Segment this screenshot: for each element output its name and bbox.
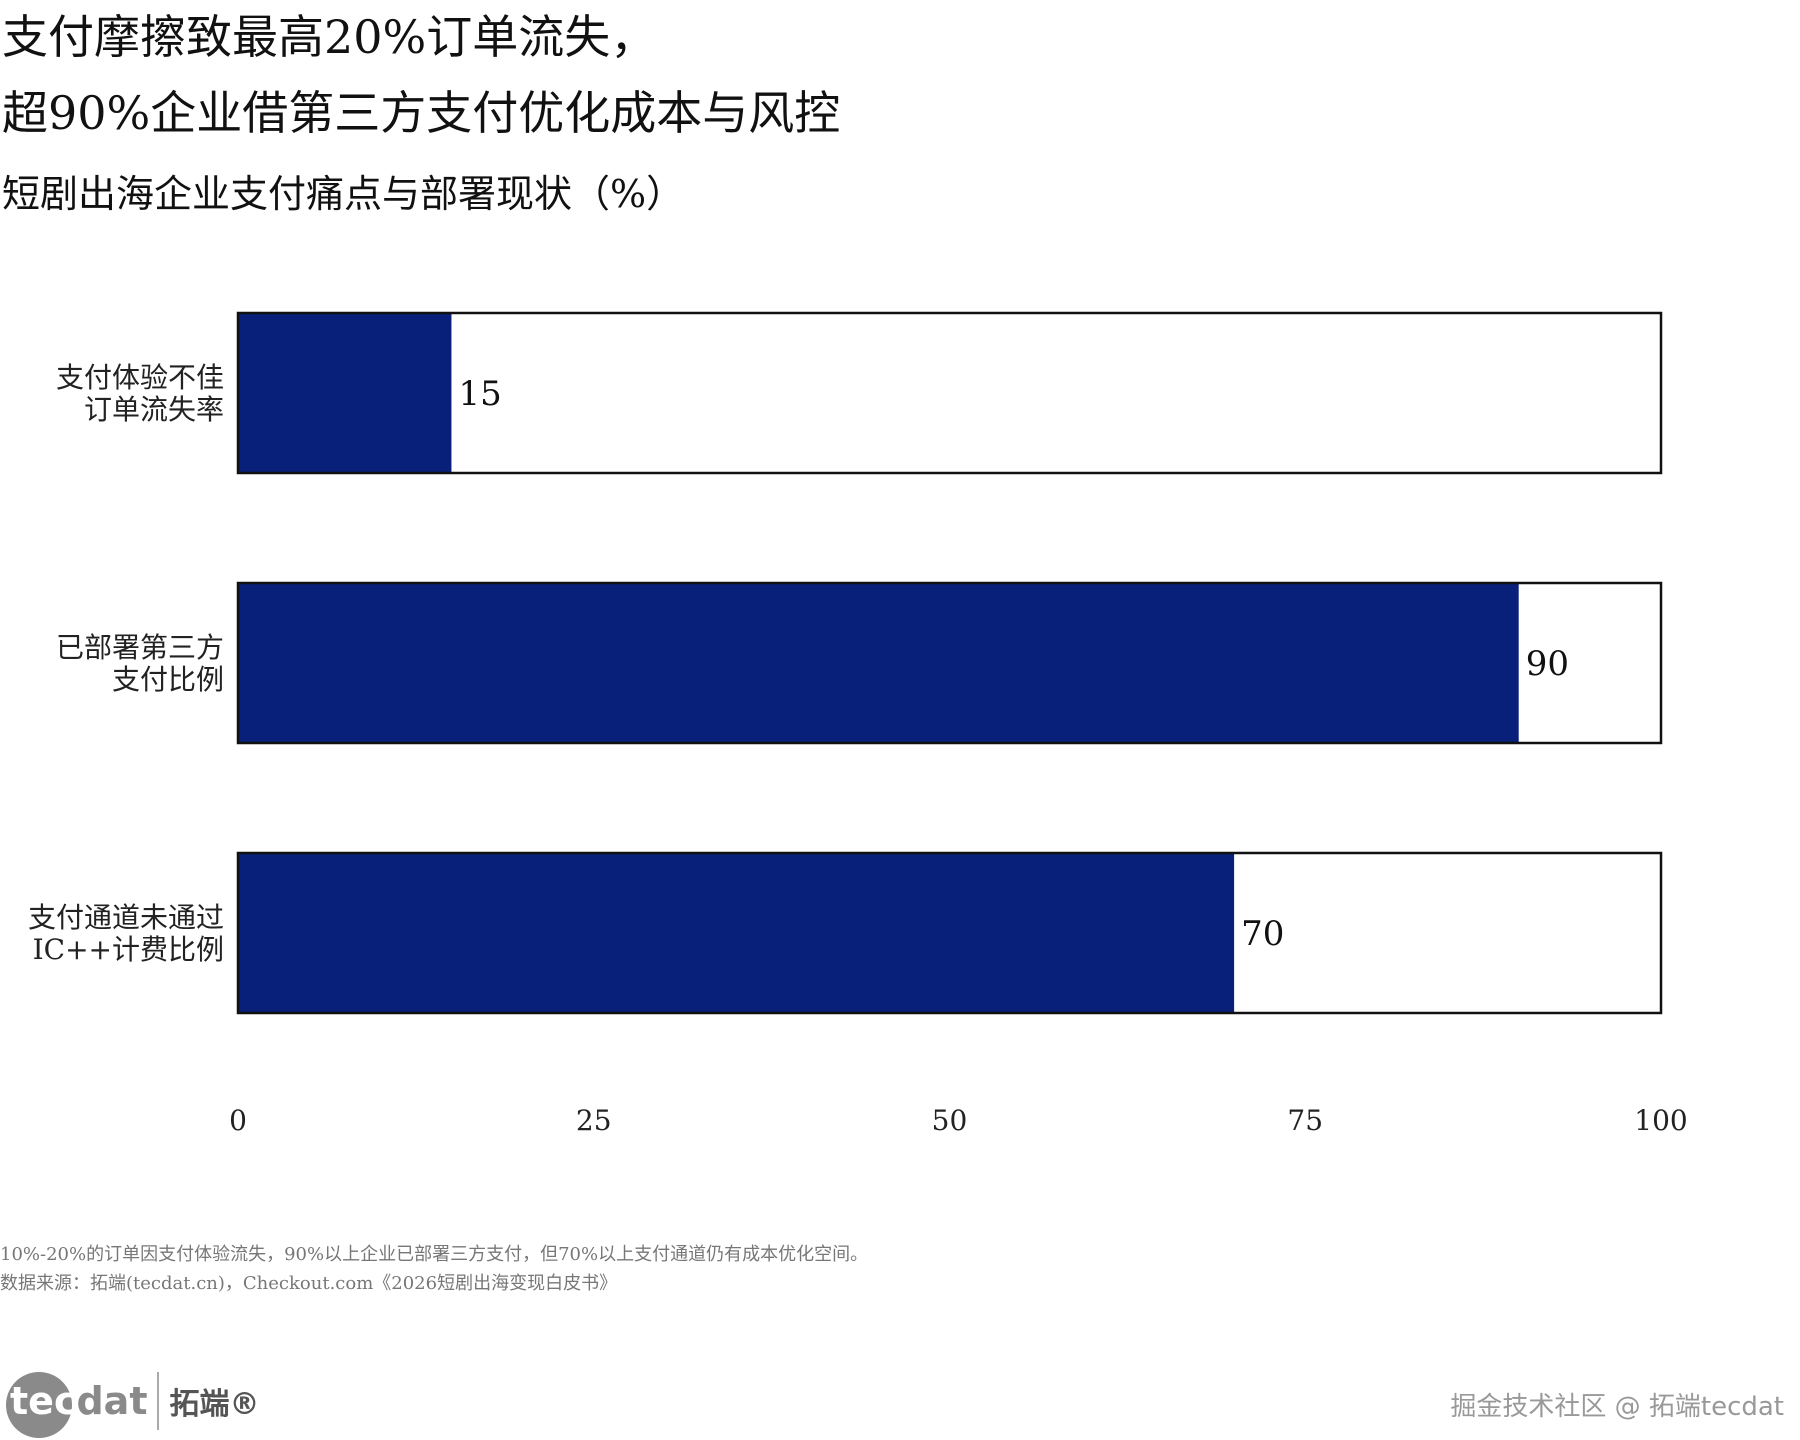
title-line-1: 支付摩擦致最高20%订单流失， [2, 10, 657, 64]
x-tick-label: 100 [1634, 1104, 1687, 1137]
bar-background [238, 313, 1661, 473]
source-note: 数据来源：拓端(tecdat.cn)，Checkout.com《2026短剧出海… [0, 1273, 618, 1294]
logo-divider [157, 1372, 160, 1430]
category-label: 支付体验不佳 [56, 361, 224, 394]
category-label: IC++计费比例 [33, 933, 224, 966]
logo-dat: dat [76, 1379, 148, 1423]
category-label: 已部署第三方 [56, 631, 224, 664]
category-label: 支付比例 [112, 663, 224, 696]
bar [238, 853, 1235, 1013]
bar-frame [236, 581, 1663, 745]
logo-tec: tec [10, 1379, 77, 1423]
watermark: 掘金技术社区 @ 拓端tecdat [1450, 1392, 1784, 1422]
x-tick-label: 25 [576, 1104, 612, 1137]
subtitle: 短剧出海企业支付痛点与部署现状（%） [2, 172, 685, 216]
logo: tec dat 拓端® [6, 1372, 260, 1438]
logo-cn: 拓端® [169, 1387, 260, 1422]
title-line-2: 超90%企业借第三方支付优化成本与风控 [2, 86, 841, 140]
bar-frame [236, 311, 1663, 475]
category-label: 订单流失率 [84, 393, 224, 426]
x-tick-label: 50 [932, 1104, 968, 1137]
logo-circle [6, 1372, 72, 1438]
data-label: 70 [1241, 914, 1284, 954]
footnote: 10%-20%的订单因支付体验流失，90%以上企业已部署三方支付，但70%以上支… [0, 1244, 869, 1265]
data-label: 15 [458, 374, 501, 414]
data-label: 90 [1526, 644, 1569, 684]
x-tick-label: 75 [1287, 1104, 1323, 1137]
bar-frame [236, 851, 1663, 1015]
bar [238, 583, 1519, 743]
bar [238, 313, 452, 473]
x-tick-label: 0 [229, 1104, 247, 1137]
category-label: 支付通道未通过 [28, 901, 224, 934]
